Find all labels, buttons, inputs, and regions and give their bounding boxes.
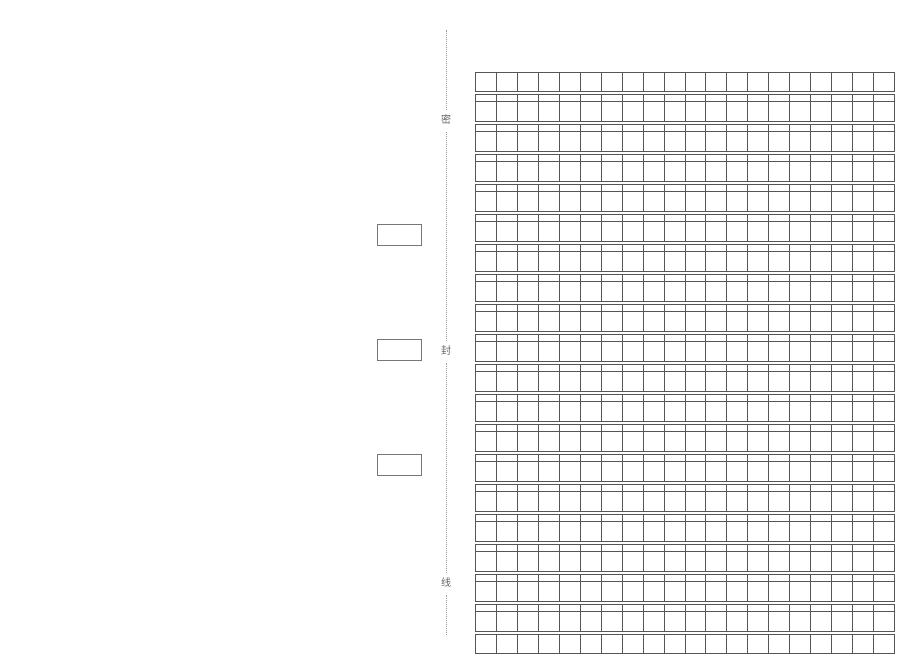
grid-row (475, 634, 895, 654)
grid-row (475, 604, 895, 632)
composition-grid (475, 72, 895, 656)
grid-row (475, 184, 895, 212)
seal-char-feng: 封 (441, 341, 451, 363)
grid-row (475, 514, 895, 542)
grid-row (475, 274, 895, 302)
grid-row (475, 364, 895, 392)
grid-row (475, 394, 895, 422)
grid-row (475, 424, 895, 452)
seal-line: 密 封 线 (436, 30, 456, 635)
grid-row (475, 454, 895, 482)
dotted-segment (446, 132, 447, 342)
grid-row (475, 484, 895, 512)
grid-row (475, 334, 895, 362)
grid-row (475, 244, 895, 272)
seal-char-mi: 密 (441, 110, 451, 132)
dotted-segment (446, 363, 447, 573)
grid-row (475, 574, 895, 602)
grid-row (475, 214, 895, 242)
grid-row (475, 544, 895, 572)
grid-row (475, 72, 895, 92)
grid-row (475, 94, 895, 122)
dotted-segment (446, 30, 447, 110)
input-box-1[interactable] (377, 224, 422, 246)
input-box-2[interactable] (377, 339, 422, 361)
grid-row (475, 304, 895, 332)
grid-row (475, 124, 895, 152)
dotted-segment (446, 595, 447, 635)
input-box-3[interactable] (377, 454, 422, 476)
seal-char-xian: 线 (441, 573, 451, 595)
grid-row (475, 154, 895, 182)
